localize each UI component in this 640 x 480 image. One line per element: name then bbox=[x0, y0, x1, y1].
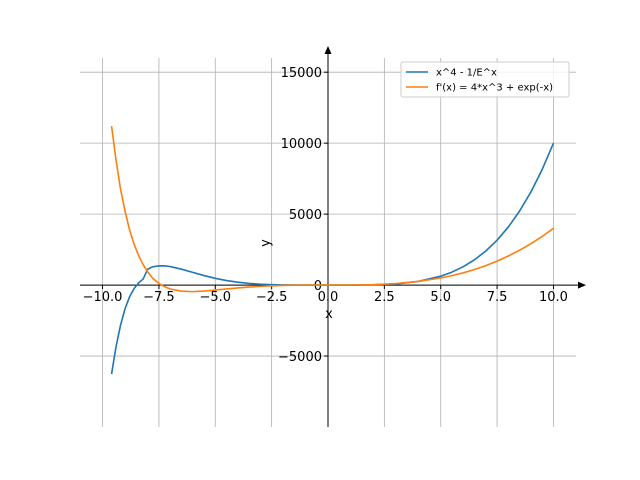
legend-box bbox=[400, 61, 570, 98]
y-tick-label: −5000 bbox=[278, 350, 322, 365]
legend: x^4 - 1/E^x f'(x) = 4*x^3 + exp(-x) bbox=[400, 61, 570, 98]
axes bbox=[80, 46, 586, 427]
y-axis-arrow bbox=[324, 46, 332, 54]
y-tick-label: 0 bbox=[314, 279, 322, 294]
y-tick-label: 15000 bbox=[281, 66, 322, 81]
x-tick-label: −5.0 bbox=[199, 290, 231, 305]
legend-entry-series-1: f'(x) = 4*x^3 + exp(-x) bbox=[436, 83, 553, 94]
y-tick-label: 10000 bbox=[281, 137, 322, 152]
x-tick-label: 10.0 bbox=[539, 290, 568, 305]
legend-entry-series-0: x^4 - 1/E^x bbox=[436, 68, 497, 79]
x-tick-label: 2.5 bbox=[374, 290, 395, 305]
y-axis-label: y bbox=[259, 239, 274, 247]
x-tick-label: 0.0 bbox=[318, 290, 339, 305]
x-tick-label: −7.5 bbox=[143, 290, 175, 305]
x-tick-label: −2.5 bbox=[256, 290, 288, 305]
series-line-1 bbox=[110, 126, 554, 293]
x-tick-label: 5.0 bbox=[430, 290, 451, 305]
x-tick-label: −10.0 bbox=[83, 290, 123, 305]
series-line-0 bbox=[110, 142, 555, 375]
tick-marks: −10.0 −7.5 −5.0 −2.5 0.0 2.5 5.0 7.5 10.0 −5000 0 5… bbox=[83, 66, 568, 365]
y-tick-label: 5000 bbox=[289, 208, 322, 223]
x-tick-label: 7.5 bbox=[487, 290, 508, 305]
series-lines bbox=[110, 126, 555, 375]
x-axis-label: x bbox=[325, 307, 333, 322]
x-axis-arrow bbox=[578, 281, 586, 289]
